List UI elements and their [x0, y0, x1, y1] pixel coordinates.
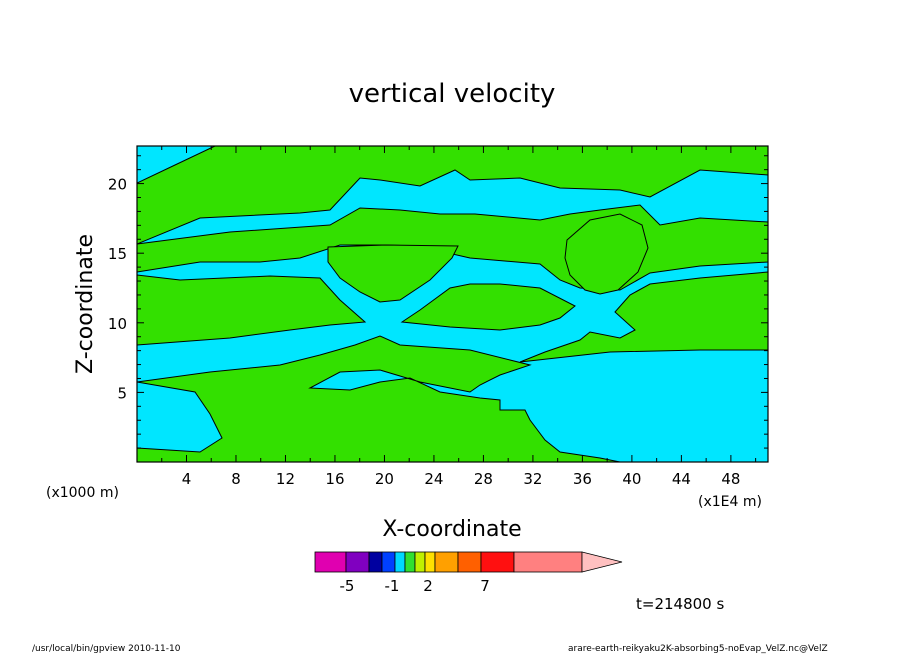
x-tick-label: 4	[182, 470, 192, 488]
y-tick-label: 15	[108, 245, 127, 263]
x-tick-label: 12	[276, 470, 295, 488]
colorbar-swatch	[457, 551, 482, 573]
band-mid-left	[137, 274, 367, 346]
colorbar-label: -5	[340, 577, 355, 595]
lens-right	[564, 213, 649, 295]
footer-right: arare-earth-reikyaku2K-absorbing5-noEvap…	[568, 644, 828, 654]
band-top	[137, 146, 768, 245]
x-tick-label: 28	[474, 470, 493, 488]
colorbar-swatch	[381, 551, 396, 573]
colorbar-swatch	[345, 551, 370, 573]
band-mid-right	[519, 271, 768, 363]
x-tick-label: 20	[375, 470, 394, 488]
colorbar: -5 -1 2 7	[314, 551, 623, 595]
y-axis-label: Z-coordinate	[73, 234, 98, 374]
y-tick-label: 10	[108, 315, 127, 333]
x-unit-right: (x1E4 m)	[698, 494, 762, 510]
x-tick-label: 40	[622, 470, 641, 488]
plot-frame	[136, 145, 769, 463]
x-axis-label: X-coordinate	[382, 517, 521, 542]
x-tick-label: 36	[573, 470, 592, 488]
colorbar-swatch	[414, 551, 426, 573]
downdraft-regions	[137, 146, 768, 462]
colorbar-extend-arrow	[581, 551, 623, 573]
x-tick-label: 44	[672, 470, 691, 488]
colorbar-swatch	[314, 551, 347, 573]
footer-left: /usr/local/bin/gpview 2010-11-10	[32, 644, 181, 654]
plot-area	[137, 146, 768, 462]
colorbar-label: 2	[423, 577, 433, 595]
x-axis: 4 8 12 16 20 24 28 32 36 40 44 48	[161, 146, 757, 488]
x-tick-label: 24	[424, 470, 443, 488]
chart-title: vertical velocity	[349, 79, 556, 109]
y-tick-label: 5	[117, 384, 127, 402]
colorbar-swatch	[513, 551, 583, 573]
y-tick-label: 20	[108, 176, 127, 194]
colorbar-label: -1	[385, 577, 400, 595]
colorbar-swatch	[480, 551, 515, 573]
colorbar-swatch	[394, 551, 406, 573]
colorbar-swatch	[434, 551, 459, 573]
colorbar-swatch	[404, 551, 416, 573]
colorbar-swatch	[424, 551, 436, 573]
band-lower	[137, 335, 621, 462]
time-label: t=214800 s	[636, 595, 724, 613]
lens-left	[327, 244, 459, 303]
y-axis: 5 10 15 20	[108, 155, 768, 449]
x-tick-label: 8	[231, 470, 241, 488]
x-unit-left: (x1000 m)	[46, 485, 119, 501]
x-tick-label: 32	[523, 470, 542, 488]
colorbar-label: 7	[480, 577, 490, 595]
band-mid-center	[400, 283, 576, 331]
x-tick-label: 16	[325, 470, 344, 488]
colorbar-swatch	[368, 551, 383, 573]
x-tick-label: 48	[721, 470, 740, 488]
